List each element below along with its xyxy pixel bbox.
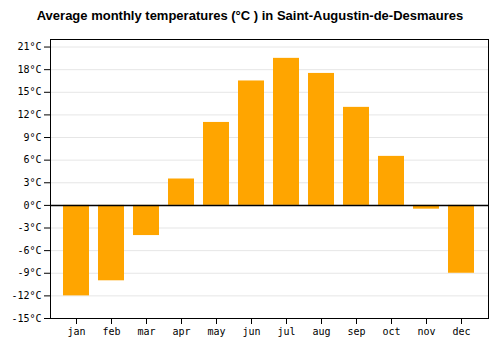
svg-text:dec: dec [452,326,470,337]
svg-text:apr: apr [172,326,190,337]
svg-text:nov: nov [417,326,435,337]
html-text:Average monthly temperatures (: Average monthly temperatures (°C ) in Sa… [36,8,464,23]
svg-text:-3°C: -3°C [17,222,41,233]
svg-text:15°C: 15°C [17,86,41,97]
svg-text:feb: feb [102,326,120,337]
svg-text:jun: jun [242,326,260,337]
svg-text:21°C: 21°C [17,41,41,52]
svg-text:12°C: 12°C [17,109,41,120]
svg-text:18°C: 18°C [17,64,41,75]
svg-text:-12°C: -12°C [11,290,41,301]
svg-text:mar: mar [137,326,155,337]
svg-text:3°C: 3°C [23,177,41,188]
svg-text:jan: jan [67,326,85,337]
svg-text:aug: aug [312,326,330,337]
svg-text:6°C: 6°C [23,154,41,165]
svg-text:0°C: 0°C [23,200,41,211]
svg-text:jul: jul [277,326,295,337]
svg-text:-6°C: -6°C [17,245,41,256]
svg-text:-15°C: -15°C [11,313,41,324]
svg-text:may: may [207,326,225,337]
svg-text:oct: oct [382,326,400,337]
svg-text:-9°C: -9°C [17,267,41,278]
svg-text:sep: sep [347,326,365,337]
svg-text:9°C: 9°C [23,132,41,143]
